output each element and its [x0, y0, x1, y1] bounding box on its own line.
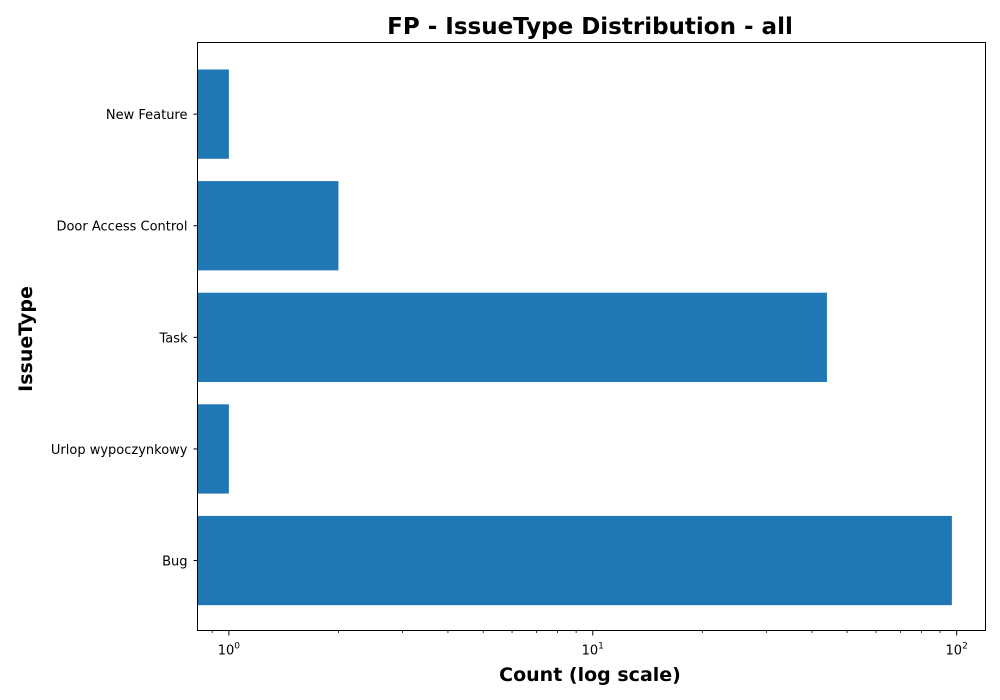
y-axis-title: IssueType: [15, 286, 37, 392]
x-axis-title: Count (log scale): [499, 664, 681, 686]
bar-urlop-wypoczynkowy: [197, 404, 229, 494]
y-tick-label-new-feature: New Feature: [106, 108, 188, 123]
bars-group: [197, 69, 952, 606]
bar-new-feature: [197, 69, 229, 159]
y-tick-label-urlop-wypoczynkowy: Urlop wypoczynkowy: [51, 443, 188, 458]
y-axis-ticks: New Feature Door Access Control Task Urlop …: [51, 108, 198, 570]
y-tick-label-task: Task: [158, 331, 188, 346]
x-tick-label: 101: [582, 642, 604, 659]
bar-task: [197, 292, 827, 382]
bar-door-access-control: [197, 181, 339, 271]
plot-frame: [197, 42, 986, 631]
x-tick-label: 102: [946, 642, 968, 659]
y-tick-label-bug: Bug: [162, 555, 187, 570]
x-axis-ticks: 100 101 102: [211, 630, 968, 659]
chart-title: FP - IssueType Distribution - all: [387, 14, 793, 40]
bar-bug: [197, 515, 952, 606]
x-tick-label: 100: [218, 642, 241, 659]
y-tick-label-door-access-control: Door Access Control: [56, 220, 187, 235]
